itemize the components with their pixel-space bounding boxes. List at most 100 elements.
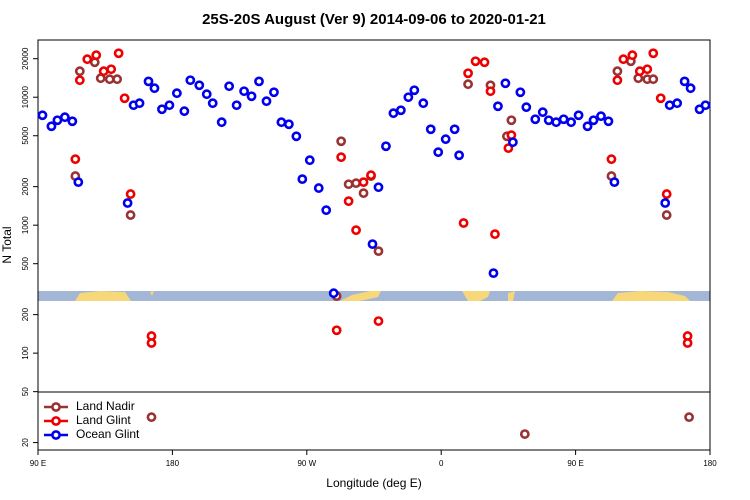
point — [627, 50, 638, 61]
point — [612, 75, 623, 86]
legend-marker — [51, 402, 61, 412]
point — [104, 74, 115, 85]
point — [485, 86, 496, 97]
point — [530, 114, 541, 125]
point — [146, 338, 157, 348]
point — [269, 87, 279, 98]
point — [449, 124, 460, 135]
point — [157, 104, 167, 115]
point — [143, 76, 154, 87]
map-strip — [38, 291, 710, 301]
point — [70, 154, 81, 165]
point — [648, 48, 659, 59]
point — [321, 205, 332, 216]
point — [503, 143, 514, 154]
point — [134, 98, 145, 109]
x-axis-label: Longitude (deg E) — [326, 476, 421, 490]
point — [661, 189, 672, 199]
point — [543, 115, 554, 126]
point — [648, 74, 659, 85]
point — [425, 124, 436, 135]
point — [106, 64, 117, 75]
point — [67, 116, 78, 127]
legend-label: Ocean Glint — [76, 427, 140, 441]
point — [149, 83, 160, 94]
point — [418, 98, 429, 109]
chart-title: 25S-20S August (Ver 9) 2014-09-06 to 202… — [202, 11, 546, 28]
point — [304, 155, 315, 166]
point — [351, 178, 361, 189]
point — [454, 150, 465, 161]
point — [291, 131, 302, 142]
point — [216, 117, 227, 128]
x-tick-label: 90 E — [30, 459, 46, 468]
plot-frame — [37, 39, 711, 451]
point — [113, 48, 124, 59]
point — [373, 246, 384, 257]
y-tick-label: 5000 — [21, 126, 30, 144]
point — [395, 105, 406, 116]
point — [373, 182, 384, 193]
point — [661, 210, 672, 220]
point — [463, 68, 473, 79]
point — [488, 268, 499, 279]
y-tick-label: 10000 — [21, 86, 30, 109]
point — [98, 66, 109, 77]
point — [366, 170, 376, 181]
point — [224, 81, 235, 92]
point — [343, 196, 354, 207]
point — [313, 183, 324, 193]
point — [660, 198, 671, 208]
y-tick-label: 500 — [21, 256, 30, 270]
point — [685, 83, 696, 94]
y-tick-label: 50 — [21, 387, 30, 396]
point — [672, 98, 683, 109]
point — [194, 80, 205, 91]
point — [679, 76, 690, 87]
point — [74, 75, 85, 86]
legend-marker — [51, 416, 61, 426]
y-tick-label: 20 — [21, 438, 30, 447]
point — [537, 107, 548, 118]
point — [634, 66, 645, 77]
point — [91, 50, 102, 61]
point — [336, 152, 347, 163]
point — [612, 66, 623, 77]
point — [207, 98, 218, 109]
point — [618, 54, 629, 65]
point — [479, 57, 490, 68]
point — [403, 92, 414, 103]
x-tick-label: 90 E — [567, 459, 583, 468]
point — [458, 218, 469, 228]
point — [74, 66, 85, 77]
point — [201, 89, 212, 100]
x-tick-label: 0 — [439, 459, 444, 468]
point — [440, 134, 451, 145]
point — [239, 86, 249, 97]
y-tick-label: 100 — [21, 346, 30, 360]
y-axis-label: N Total — [0, 226, 14, 263]
point — [336, 136, 347, 147]
point — [343, 179, 354, 190]
point — [328, 288, 339, 299]
point — [603, 116, 614, 127]
point — [112, 74, 123, 85]
y-tick-label: 20000 — [21, 47, 30, 70]
point — [164, 100, 175, 111]
point — [179, 106, 190, 117]
point — [373, 316, 384, 326]
point — [122, 198, 133, 208]
point — [500, 78, 511, 89]
point — [388, 108, 399, 119]
point — [490, 229, 500, 240]
point — [463, 79, 473, 90]
point — [551, 117, 562, 128]
x-tick-label: 180 — [166, 459, 180, 468]
point — [297, 174, 308, 185]
point — [521, 102, 532, 113]
point — [409, 85, 420, 96]
point — [73, 177, 84, 188]
point — [246, 91, 257, 102]
x-tick-label: 90 W — [297, 459, 316, 468]
